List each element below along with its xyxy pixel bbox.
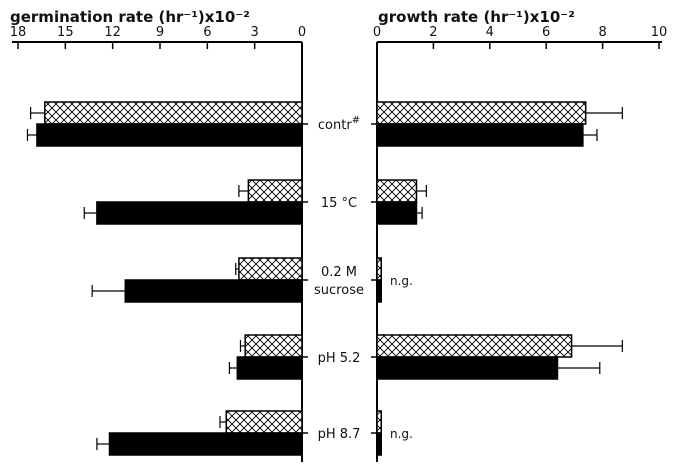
no-growth-annotation: n.g. bbox=[390, 427, 413, 441]
bar-solid bbox=[376, 356, 559, 380]
bar-crosshatch bbox=[376, 179, 418, 203]
category-label: pH 8.7 bbox=[318, 427, 361, 442]
bar-solid bbox=[376, 432, 382, 456]
bar-crosshatch bbox=[225, 410, 303, 434]
tick-label: 3 bbox=[251, 25, 259, 40]
tick-label: 0 bbox=[373, 25, 381, 40]
category-label: 0.2 M bbox=[321, 265, 357, 280]
tick-label: 9 bbox=[156, 25, 164, 40]
tick-label: 6 bbox=[203, 25, 211, 40]
bar-solid bbox=[36, 123, 303, 147]
bar-solid bbox=[96, 201, 303, 225]
tick-label: 6 bbox=[542, 25, 550, 40]
left-chart-title: germination rate (hr⁻¹)x10⁻² bbox=[10, 8, 250, 26]
bar-crosshatch bbox=[44, 101, 303, 125]
category-label: contr# bbox=[318, 115, 360, 133]
category-label: 15 °C bbox=[321, 196, 357, 211]
bar-solid bbox=[108, 432, 303, 456]
bar-solid bbox=[124, 279, 303, 303]
tick-label: 4 bbox=[486, 25, 494, 40]
right-chart-title: growth rate (hr⁻¹)x10⁻² bbox=[378, 8, 575, 26]
tick-label: 0 bbox=[298, 25, 306, 40]
category-label-superscript: # bbox=[352, 115, 360, 126]
germination-rate-panel: 18 15 12 9 6 3 0 bbox=[10, 25, 308, 462]
bar-solid bbox=[376, 201, 418, 225]
tick-label: 10 bbox=[651, 25, 668, 40]
bar-crosshatch bbox=[376, 410, 382, 434]
bar-crosshatch bbox=[376, 334, 573, 358]
bar-solid bbox=[236, 356, 303, 380]
tick-label: 18 bbox=[10, 25, 27, 40]
bar-crosshatch bbox=[244, 334, 303, 358]
category-label: pH 5.2 bbox=[318, 351, 361, 366]
bar-crosshatch bbox=[247, 179, 303, 203]
tick-label: 8 bbox=[598, 25, 606, 40]
bar-crosshatch bbox=[376, 257, 382, 281]
tick-label: 15 bbox=[57, 25, 74, 40]
bar-solid bbox=[376, 123, 584, 147]
category-labels: contr# 15 °C 0.2 M sucrose pH 5.2 pH 8.7 bbox=[314, 115, 364, 442]
tick-label: 2 bbox=[429, 25, 437, 40]
bar-crosshatch bbox=[238, 257, 303, 281]
bar-solid bbox=[376, 279, 382, 303]
no-growth-annotation: n.g. bbox=[390, 274, 413, 288]
category-label-line2: sucrose bbox=[314, 283, 364, 298]
bar-crosshatch bbox=[376, 101, 587, 125]
growth-rate-panel: 0 2 4 6 8 10 n.g. n.g. bbox=[371, 25, 667, 462]
tick-label: 12 bbox=[104, 25, 121, 40]
